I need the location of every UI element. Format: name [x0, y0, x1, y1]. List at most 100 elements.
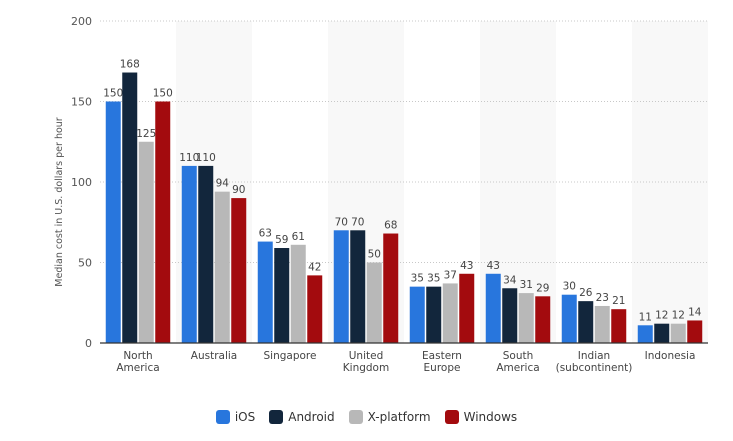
data-label: 29	[536, 282, 549, 294]
data-label: 35	[411, 273, 424, 285]
x-tick-label-line: America	[496, 362, 539, 374]
data-label: 110	[196, 152, 216, 164]
bar	[155, 101, 171, 343]
bar	[518, 293, 534, 343]
bar	[333, 230, 349, 343]
legend-label-android: Android	[288, 410, 335, 424]
x-tick-label-line: Australia	[191, 350, 237, 362]
data-label: 35	[427, 273, 440, 285]
data-label: 68	[384, 220, 397, 232]
x-tick-label-line: South	[503, 350, 534, 362]
bar	[578, 301, 594, 343]
bar	[459, 273, 475, 343]
data-label: 37	[444, 269, 457, 281]
data-label: 30	[563, 281, 576, 293]
data-label: 26	[579, 287, 593, 299]
x-tick-label: North America	[116, 350, 159, 374]
bar	[654, 323, 670, 343]
data-label: 43	[460, 260, 473, 272]
bar	[274, 248, 290, 343]
bar	[105, 101, 121, 343]
data-label: 12	[655, 310, 668, 322]
x-tick-label: Eastern Europe	[422, 350, 462, 374]
legend: iOS Android X-platform Windows	[0, 410, 733, 424]
bar	[122, 72, 138, 344]
x-tick-label-line: America	[116, 362, 159, 374]
bar	[561, 294, 577, 343]
bar	[611, 309, 627, 343]
data-label: 110	[179, 152, 199, 164]
x-tick-label: South America	[496, 350, 539, 374]
x-tick-label-line: (subcontinent)	[556, 362, 633, 374]
bar	[231, 198, 247, 343]
legend-label-ios: iOS	[234, 410, 256, 424]
data-label: 34	[503, 274, 517, 286]
x-tick-label: Australia	[191, 350, 237, 362]
legend-swatch-android	[269, 410, 284, 424]
x-tick-label-line: Singapore	[264, 350, 317, 362]
data-label: 21	[612, 295, 625, 307]
y-tick-label: 50	[78, 257, 92, 270]
bar	[426, 286, 442, 343]
x-tick-label: Singapore	[264, 350, 317, 362]
x-tick-label-line: Kingdom	[343, 362, 389, 374]
x-tick-label-line: Europe	[424, 362, 461, 374]
data-label: 94	[216, 178, 230, 190]
y-axis-label: Median cost in U.S. dollars per hour	[54, 117, 65, 286]
data-label: 23	[596, 292, 609, 304]
legend-item-x-platform[interactable]: X-platform	[348, 410, 431, 424]
data-label: 43	[487, 260, 500, 272]
legend-label-windows: Windows	[463, 410, 518, 424]
bar	[257, 241, 273, 343]
bar	[350, 230, 366, 343]
bar	[687, 320, 703, 343]
bar	[442, 283, 458, 343]
legend-item-android[interactable]: Android	[269, 410, 335, 424]
bar	[198, 165, 214, 343]
legend-swatch-x-platform	[348, 410, 363, 424]
y-tick-label: 0	[85, 337, 92, 350]
bar	[485, 273, 501, 343]
bar	[383, 233, 399, 343]
legend-swatch-ios	[215, 410, 230, 424]
x-tick-label: United Kingdom	[343, 350, 389, 374]
legend-item-windows[interactable]: Windows	[444, 410, 518, 424]
data-label: 150	[103, 88, 123, 100]
data-label: 50	[368, 249, 381, 261]
bar	[670, 323, 686, 343]
data-label: 150	[153, 88, 173, 100]
x-tick-label-line: Eastern	[422, 350, 462, 362]
legend-label-x-platform: X-platform	[367, 410, 431, 424]
data-label: 125	[136, 128, 156, 140]
bar	[366, 262, 382, 343]
y-tick-label: 200	[71, 15, 92, 28]
bar	[502, 288, 518, 343]
bar	[409, 286, 425, 343]
data-label: 70	[335, 216, 348, 228]
x-tick-label-line: Indonesia	[645, 350, 696, 362]
x-tick-label-line: United	[349, 350, 384, 362]
y-tick-label: 150	[71, 96, 92, 109]
bar	[307, 275, 323, 343]
bar-chart: 0 50 100 150 200 Median cost in U.S. dollars …	[54, 15, 708, 374]
y-tick-label: 100	[71, 176, 92, 189]
x-tick-label-line: Indian	[578, 350, 610, 362]
bar	[594, 305, 610, 343]
legend-item-ios[interactable]: iOS	[215, 410, 256, 424]
data-label: 12	[672, 310, 685, 322]
data-label: 11	[639, 311, 652, 323]
data-label: 42	[308, 261, 321, 273]
legend-swatch-windows	[444, 410, 459, 424]
x-tick-label: Indian (subcontinent)	[556, 350, 633, 374]
data-label: 59	[275, 234, 288, 246]
bar	[214, 191, 230, 343]
bar	[290, 244, 306, 343]
bar	[535, 296, 551, 343]
data-label: 168	[120, 59, 140, 71]
data-label: 63	[259, 228, 272, 240]
data-label: 31	[520, 279, 533, 291]
x-tick-label-line: North	[123, 350, 152, 362]
data-label: 90	[232, 184, 245, 196]
data-label: 14	[688, 306, 702, 318]
data-label: 70	[351, 216, 364, 228]
